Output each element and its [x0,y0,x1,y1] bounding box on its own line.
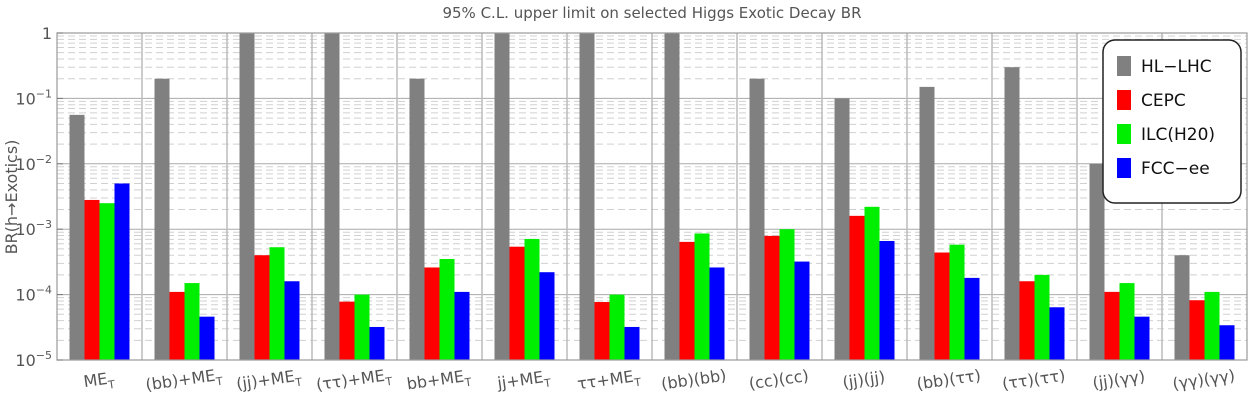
y-tick-label: 10−1 [15,87,52,108]
bar [834,98,850,361]
legend-label: HL−LHC [1141,57,1212,77]
bar [269,247,285,360]
x-tick-label: bb+MET [406,366,473,398]
bar [964,277,980,360]
bar [84,199,100,360]
x-tick-label: (jj)(jj) [841,367,886,392]
bar [1219,325,1235,360]
plot-border [56,32,1248,361]
bar [919,86,935,360]
bar [679,241,695,360]
bar [949,244,965,360]
y-tick-label: 1 [42,24,52,43]
bar [454,291,470,360]
y-tick-label: 10−3 [15,218,52,239]
bar [409,78,425,360]
bar [764,235,780,360]
bar [254,255,270,360]
chart-title: 95% C.L. upper limit on selected Higgs E… [442,4,861,22]
bar [1174,255,1190,360]
bar [439,259,455,360]
bar [184,283,200,360]
bar [794,261,810,360]
legend-label: CEPC [1141,91,1186,111]
bar [849,215,865,360]
bar [779,229,795,360]
bar [99,203,115,360]
x-tick-label: MET [82,368,116,395]
x-tick-label: (cc)(cc) [748,366,810,393]
bar [1204,291,1220,360]
bar [494,33,510,360]
legend-label: ILC(H20) [1141,125,1215,145]
x-tick-label: (bb)(ττ) [915,366,982,394]
legend-swatch [1117,124,1131,144]
bar [324,33,340,360]
bar [524,238,540,360]
bar [694,233,710,360]
legend-swatch [1117,158,1131,178]
bar [154,78,170,360]
bar [1004,67,1020,361]
x-tick-label: (ττ)+MET [315,365,394,398]
bar [284,281,300,360]
bar [1134,316,1150,360]
legend-box [1102,39,1242,204]
bar [1089,163,1105,360]
plot-frame [56,32,1248,361]
x-tick-label: (bb)(bb) [660,366,728,394]
legend-swatch [1117,56,1131,76]
bar [624,326,640,360]
x-tick-label: (γγ)(γγ) [1171,366,1236,394]
bar [424,267,440,360]
bar [1019,281,1035,360]
bar [539,272,555,360]
x-tick-label: jj+MET [495,366,552,396]
x-tick-label: (ττ)(ττ) [1001,366,1067,394]
bar [369,326,385,360]
y-tick-label: 10−5 [15,349,52,370]
bar [1119,283,1135,360]
legend-label: FCC−ee [1141,159,1210,179]
bar [709,267,725,360]
y-tick-label: 10−4 [15,284,52,305]
bar [1049,307,1065,360]
bar [1189,300,1205,360]
bar [509,246,525,360]
legend-swatch [1117,90,1131,110]
bar [879,241,895,360]
bar [354,294,370,360]
bar [1034,274,1050,360]
x-ticks: MET (bb)+MET (jj)+MET (ττ)+MET bb+MET jj+MET τ… [82,365,1236,399]
x-tick-label: (bb)+MET [144,365,224,399]
bar [934,252,950,360]
bar [169,291,185,360]
y-tick-label: 10−2 [15,153,52,174]
bar [114,183,130,360]
grid [57,32,1247,361]
x-tick-label: (jj)+MET [235,366,303,398]
y-ticks: 1 10−1 10−2 10−3 10−4 10−5 [15,24,63,370]
bars [69,33,1235,361]
y-axis-label: BR(h→Exotics) [2,140,21,255]
bar [864,206,880,360]
bar [594,302,610,360]
x-tick-label: (jj)(γγ) [1091,366,1146,392]
x-tick-label: ττ+MET [576,366,642,398]
legend: HL−LHC CEPC ILC(H20) FCC−ee [1102,39,1242,204]
bar [69,114,85,360]
bar [579,33,595,360]
bar [239,33,255,360]
bar [609,294,625,360]
bar [199,316,215,360]
bar [339,301,355,360]
bar [664,33,680,360]
bar [749,78,765,360]
bar [1104,291,1120,360]
